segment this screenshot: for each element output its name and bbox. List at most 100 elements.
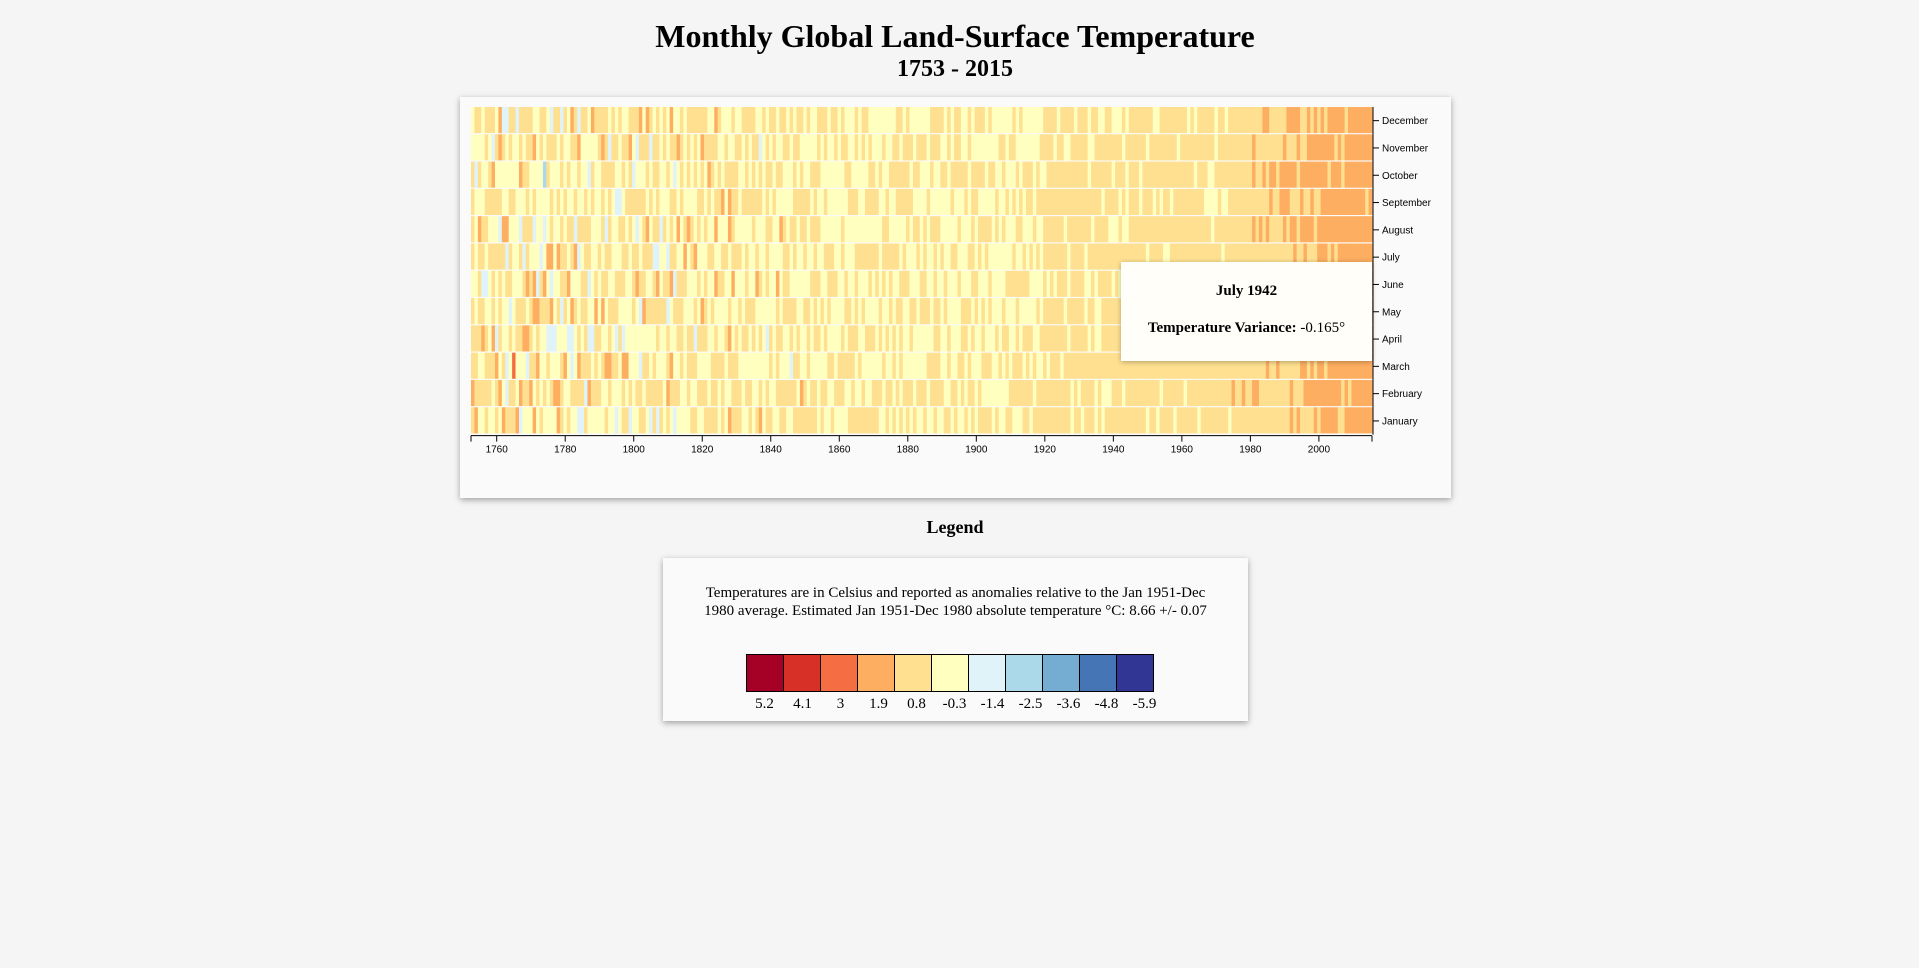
heatmap-cell[interactable] xyxy=(714,216,719,243)
heatmap-cell[interactable] xyxy=(693,107,698,134)
heatmap-cell[interactable] xyxy=(1276,134,1280,161)
heatmap-cell[interactable] xyxy=(1156,216,1160,243)
heatmap-cell[interactable] xyxy=(772,352,777,379)
heatmap-cell[interactable] xyxy=(772,188,777,215)
heatmap-cell[interactable] xyxy=(823,107,828,134)
heatmap-cell[interactable] xyxy=(601,352,606,379)
heatmap-cell[interactable] xyxy=(1012,161,1017,188)
heatmap-cell[interactable] xyxy=(1118,188,1123,215)
heatmap-cell[interactable] xyxy=(1210,380,1215,407)
heatmap-cell[interactable] xyxy=(1067,161,1071,188)
heatmap-cell[interactable] xyxy=(532,325,537,352)
heatmap-cell[interactable] xyxy=(793,380,797,407)
heatmap-cell[interactable] xyxy=(1084,270,1089,297)
heatmap-cell[interactable] xyxy=(1354,380,1359,407)
heatmap-cell[interactable] xyxy=(1279,243,1284,270)
heatmap-cell[interactable] xyxy=(789,298,794,325)
heatmap-cell[interactable] xyxy=(806,243,811,270)
heatmap-cell[interactable] xyxy=(1303,134,1308,161)
heatmap-cell[interactable] xyxy=(1351,188,1356,215)
heatmap-cell[interactable] xyxy=(755,325,760,352)
heatmap-cell[interactable] xyxy=(700,216,705,243)
heatmap-cell[interactable] xyxy=(731,243,736,270)
heatmap-cell[interactable] xyxy=(1036,407,1041,434)
heatmap-cell[interactable] xyxy=(847,298,852,325)
heatmap-cell[interactable] xyxy=(717,188,722,215)
heatmap-cell[interactable] xyxy=(940,380,945,407)
heatmap-cell[interactable] xyxy=(662,188,667,215)
heatmap-cell[interactable] xyxy=(673,380,677,407)
heatmap-cell[interactable] xyxy=(974,352,979,379)
heatmap-cell[interactable] xyxy=(957,270,962,297)
heatmap-cell[interactable] xyxy=(1183,107,1188,134)
heatmap-cell[interactable] xyxy=(751,188,756,215)
heatmap-cell[interactable] xyxy=(1180,380,1184,407)
heatmap-cell[interactable] xyxy=(823,352,828,379)
heatmap-cell[interactable] xyxy=(1190,216,1195,243)
heatmap-cell[interactable] xyxy=(1080,161,1085,188)
heatmap-cell[interactable] xyxy=(1361,188,1366,215)
heatmap-cell[interactable] xyxy=(481,134,486,161)
heatmap-cell[interactable] xyxy=(710,407,715,434)
heatmap-cell[interactable] xyxy=(1330,352,1335,379)
heatmap-cell[interactable] xyxy=(656,107,660,134)
heatmap-cell[interactable] xyxy=(560,380,564,407)
heatmap-cell[interactable] xyxy=(1334,407,1339,434)
heatmap-cell[interactable] xyxy=(1317,107,1322,134)
heatmap-cell[interactable] xyxy=(611,325,616,352)
heatmap-cell[interactable] xyxy=(721,134,725,161)
heatmap-cell[interactable] xyxy=(840,298,845,325)
heatmap-cell[interactable] xyxy=(1029,107,1034,134)
heatmap-cell[interactable] xyxy=(837,298,842,325)
heatmap-cell[interactable] xyxy=(1135,216,1140,243)
heatmap-cell[interactable] xyxy=(1139,216,1143,243)
heatmap-cell[interactable] xyxy=(823,134,828,161)
heatmap-cell[interactable] xyxy=(1108,107,1113,134)
heatmap-cell[interactable] xyxy=(1252,188,1256,215)
heatmap-cell[interactable] xyxy=(1118,270,1123,297)
heatmap-cell[interactable] xyxy=(556,298,561,325)
heatmap-cell[interactable] xyxy=(981,107,986,134)
heatmap-cell[interactable] xyxy=(638,407,643,434)
heatmap-cell[interactable] xyxy=(991,352,996,379)
heatmap-cell[interactable] xyxy=(1310,134,1315,161)
heatmap-cell[interactable] xyxy=(765,325,770,352)
heatmap-cell[interactable] xyxy=(734,380,739,407)
heatmap-cell[interactable] xyxy=(669,107,674,134)
heatmap-cell[interactable] xyxy=(998,243,1003,270)
heatmap-cell[interactable] xyxy=(988,270,993,297)
heatmap-cell[interactable] xyxy=(501,380,506,407)
heatmap-cell[interactable] xyxy=(1176,243,1181,270)
heatmap-cell[interactable] xyxy=(645,107,650,134)
heatmap-cell[interactable] xyxy=(1022,107,1027,134)
heatmap-cell[interactable] xyxy=(659,325,664,352)
heatmap-cell[interactable] xyxy=(796,298,801,325)
heatmap-cell[interactable] xyxy=(765,107,770,134)
heatmap-cell[interactable] xyxy=(858,107,862,134)
heatmap-cell[interactable] xyxy=(827,161,832,188)
heatmap-cell[interactable] xyxy=(512,407,516,434)
heatmap-cell[interactable] xyxy=(1084,407,1089,434)
heatmap-cell[interactable] xyxy=(967,298,972,325)
heatmap-cell[interactable] xyxy=(954,188,958,215)
heatmap-cell[interactable] xyxy=(512,380,516,407)
heatmap-cell[interactable] xyxy=(1241,216,1246,243)
heatmap-cell[interactable] xyxy=(988,325,993,352)
heatmap-cell[interactable] xyxy=(902,407,907,434)
heatmap-cell[interactable] xyxy=(1310,352,1315,379)
heatmap-cell[interactable] xyxy=(1142,216,1147,243)
heatmap-cell[interactable] xyxy=(789,216,794,243)
heatmap-cell[interactable] xyxy=(1210,134,1215,161)
heatmap-cell[interactable] xyxy=(522,243,527,270)
heatmap-cell[interactable] xyxy=(1094,270,1099,297)
heatmap-cell[interactable] xyxy=(885,188,890,215)
heatmap-cell[interactable] xyxy=(573,325,578,352)
heatmap-cell[interactable] xyxy=(683,380,688,407)
heatmap-cell[interactable] xyxy=(1252,352,1256,379)
heatmap-cell[interactable] xyxy=(1276,107,1280,134)
heatmap-cell[interactable] xyxy=(1049,270,1054,297)
heatmap-cell[interactable] xyxy=(1334,188,1339,215)
heatmap-cell[interactable] xyxy=(902,380,907,407)
heatmap-cell[interactable] xyxy=(820,107,825,134)
heatmap-cell[interactable] xyxy=(1121,188,1126,215)
